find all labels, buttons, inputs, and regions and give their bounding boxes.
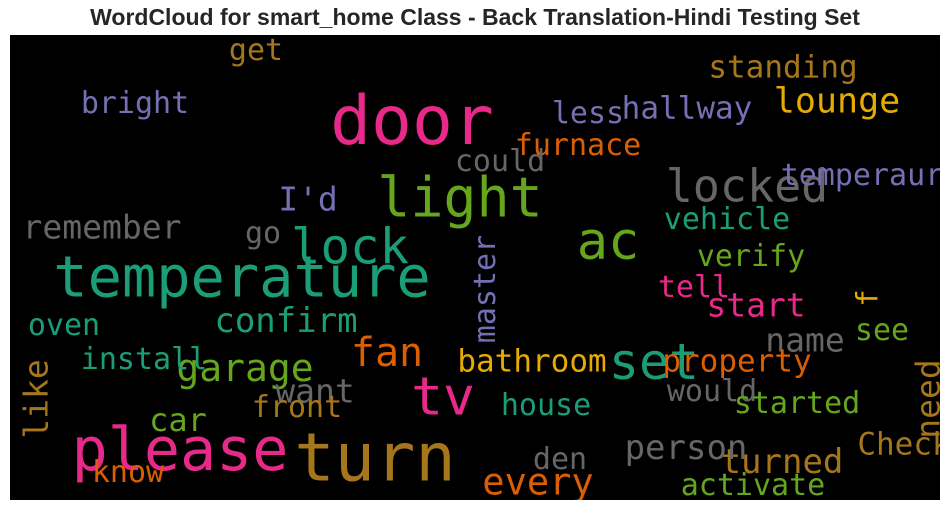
word-door: door (330, 82, 494, 161)
wordcloud-canvas: door turn please temperature light ac tv set loc… (10, 35, 940, 500)
word-set: set (608, 333, 700, 391)
word-tell: tell (657, 270, 731, 305)
word-tv: tv (411, 366, 475, 428)
word-go: go (244, 216, 282, 251)
word-check: Check (857, 426, 940, 463)
word-lounge: lounge (773, 81, 901, 122)
word-start: start (706, 285, 806, 325)
word-see: see (854, 313, 910, 348)
word-standing: standing (708, 49, 858, 86)
word-bright: bright (80, 86, 190, 121)
word-i-d: I'd (278, 179, 338, 219)
word-house: house (500, 388, 592, 423)
word-lock: lock (290, 218, 410, 276)
word-vehicle: vehicle (663, 202, 791, 237)
word-turn: turn (294, 418, 456, 497)
word-install: install (80, 342, 208, 377)
word-front: front (251, 390, 343, 425)
word-less: less (551, 96, 625, 131)
word-light: light (377, 165, 543, 230)
word-every: every (482, 460, 594, 501)
word-turned: turned (720, 442, 844, 482)
word-master: master (468, 234, 503, 344)
word-bathroom: bathroom (457, 343, 607, 380)
word-den: den (532, 442, 588, 477)
word-know: know (91, 455, 165, 490)
word-temperature: temperature (53, 244, 431, 311)
word-locked: locked (665, 159, 829, 213)
word-activate: activate (680, 468, 826, 501)
word-car: car (149, 401, 207, 439)
word-confirm: confirm (214, 301, 358, 341)
chart-title: WordCloud for smart_home Class - Back Tr… (90, 4, 860, 30)
word-would: would (666, 374, 758, 409)
word-furnace: furnace (514, 128, 642, 163)
word-started: started (733, 386, 861, 421)
word-garage: garage (176, 346, 314, 390)
word-name: name (765, 320, 845, 360)
word-remember: remember (22, 207, 182, 247)
word-temperaure: temperaure (780, 158, 940, 193)
word-hallway: hallway (621, 90, 753, 127)
word-want: want (275, 371, 355, 411)
word-get: get (228, 35, 284, 68)
word-please: please (71, 415, 289, 485)
word-could: could (454, 144, 546, 179)
word-oven: oven (27, 308, 101, 343)
word-f: f (850, 289, 885, 307)
word-fan: fan (350, 330, 424, 376)
word-ac: ac (576, 212, 640, 272)
word-person: person (624, 428, 748, 468)
word-property: property (662, 343, 812, 380)
word-like: like (16, 359, 56, 439)
word-verify: verify (696, 239, 806, 274)
